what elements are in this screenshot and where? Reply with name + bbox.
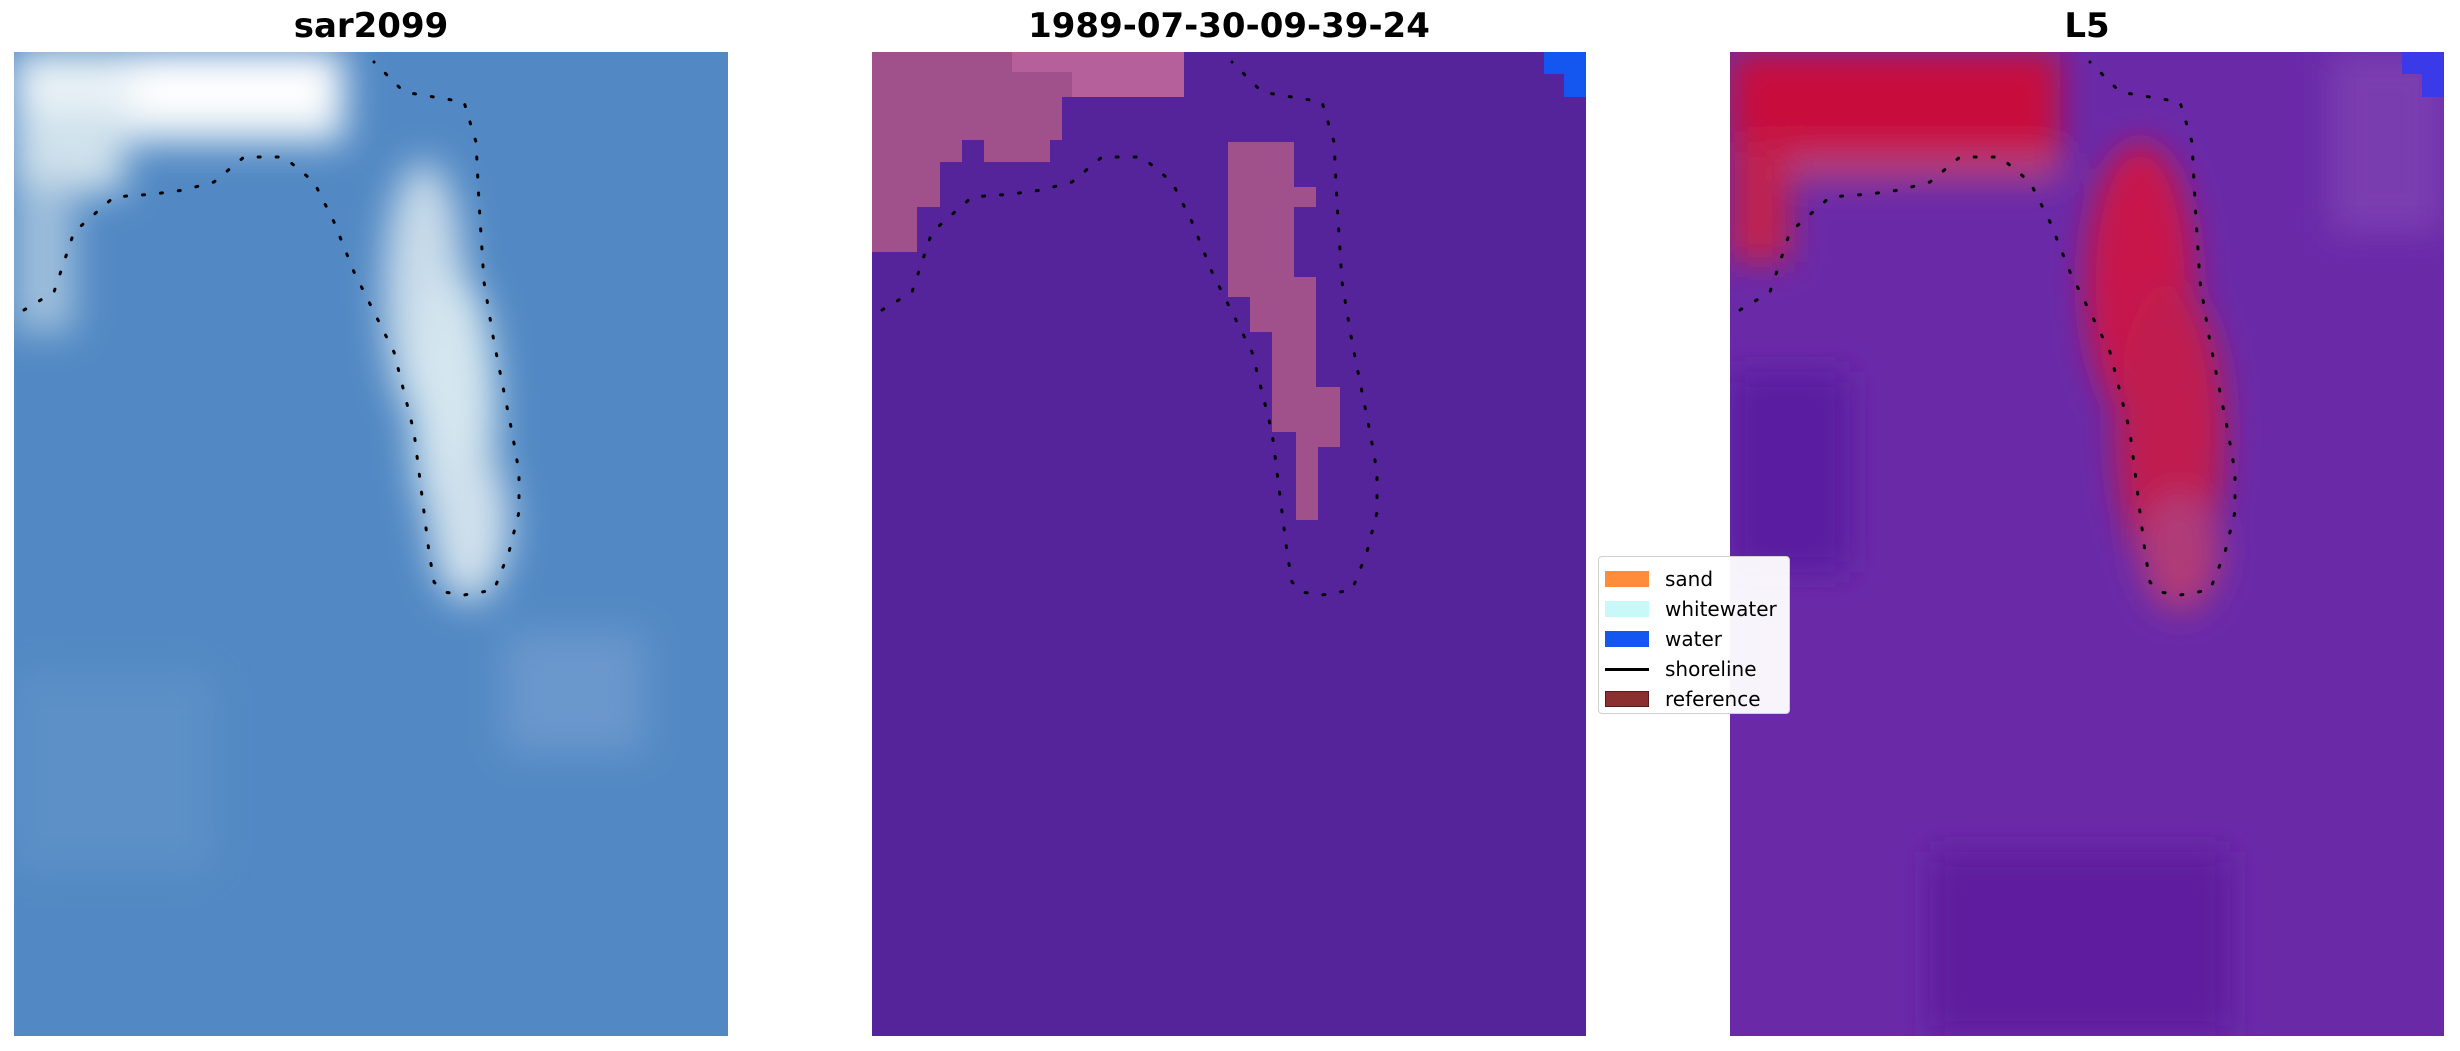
legend-swatch-water — [1605, 631, 1649, 647]
legend-label-water: water — [1665, 627, 1722, 651]
legend-line-shoreline — [1605, 667, 1649, 671]
legend-label-whitewater: whitewater — [1665, 597, 1777, 621]
legend-item-whitewater: whitewater — [1605, 597, 1777, 621]
legend-item-sand: sand — [1605, 567, 1713, 591]
legend-label-sand: sand — [1665, 567, 1714, 591]
legend-swatch-reference — [1605, 691, 1649, 707]
classified-image — [872, 52, 1586, 1036]
legend-item-shoreline: shoreline — [1605, 657, 1757, 681]
probability-map-panel — [1730, 52, 2444, 1036]
legend-label-shoreline: shoreline — [1665, 657, 1757, 681]
panel-title-probability: L5 — [2064, 6, 2110, 46]
legend-swatch-sand — [1605, 571, 1649, 587]
panel-title-sar: sar2099 — [293, 6, 449, 46]
legend-item-reference: reference — [1605, 687, 1761, 711]
sar-image-panel — [14, 52, 728, 1036]
legend-label-reference: reference — [1665, 687, 1761, 711]
legend-item-water: water — [1605, 627, 1722, 651]
sar-image — [14, 52, 728, 1036]
legend-swatch-whitewater — [1605, 601, 1649, 617]
classified-image-panel — [872, 52, 1586, 1036]
probability-map — [1730, 52, 2444, 1036]
panel-title-classified: 1989-07-30-09-39-24 — [1028, 6, 1430, 46]
legend: sand whitewater water shoreline referenc… — [1598, 556, 1790, 714]
